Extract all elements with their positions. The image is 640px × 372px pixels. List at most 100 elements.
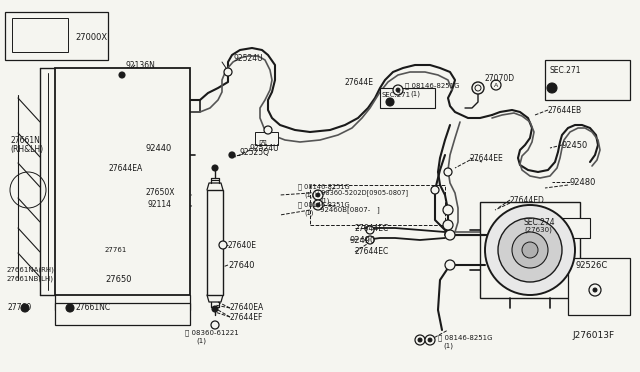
Circle shape [443,205,453,215]
Text: (1): (1) [196,338,206,344]
Text: Ⓑ 08146-8251G: Ⓑ 08146-8251G [298,202,349,208]
Text: 27650X: 27650X [145,187,175,196]
Text: J276013F: J276013F [572,331,614,340]
Text: 27644EE: 27644EE [470,154,504,163]
Text: 92136N: 92136N [125,61,155,70]
Bar [568,258,630,315]
Text: 27640EA: 27640EA [230,304,264,312]
Text: 92460B[0807-   ]: 92460B[0807- ] [320,206,380,214]
Text: Ⓢ 08360-61221: Ⓢ 08360-61221 [185,330,239,336]
Text: 27644EB: 27644EB [548,106,582,115]
Text: 92526C: 92526C [576,260,608,269]
Circle shape [119,72,125,78]
Circle shape [431,186,439,194]
Circle shape [396,88,400,92]
Text: □: □ [258,138,266,147]
Circle shape [219,241,227,249]
Text: 27661NA(RH): 27661NA(RH) [7,267,55,273]
Circle shape [316,203,320,207]
Text: 27644EA: 27644EA [108,164,142,173]
Text: 27661N: 27661N [10,135,40,144]
Text: Ⓑ 08146-8251G: Ⓑ 08146-8251G [298,184,349,190]
Circle shape [366,236,374,244]
Circle shape [428,338,432,342]
Circle shape [313,200,323,210]
Text: 92490: 92490 [350,235,376,244]
Circle shape [475,85,481,91]
Text: 92440: 92440 [145,144,172,153]
Text: Ⓢ 08360-5202D[0905-0807]: Ⓢ 08360-5202D[0905-0807] [315,190,408,196]
Text: (RH&LH): (RH&LH) [10,144,43,154]
Circle shape [593,288,597,292]
Text: 27644EF: 27644EF [230,312,264,321]
Circle shape [212,165,218,171]
Text: 27661NB(LH): 27661NB(LH) [7,276,54,282]
Text: 27070D: 27070D [485,74,515,83]
Text: Ⓑ 08146-8251G: Ⓑ 08146-8251G [405,83,460,89]
Text: (1): (1) [410,91,420,97]
Bar [5,12,108,60]
Text: 27650: 27650 [105,276,131,285]
Text: 27000X: 27000X [75,32,107,42]
Circle shape [491,80,501,90]
Text: 27644EC: 27644EC [355,247,389,257]
Text: SEC.271: SEC.271 [382,92,411,98]
Circle shape [415,335,425,345]
Bar [255,132,278,145]
Circle shape [313,190,323,200]
Bar [380,88,435,108]
Circle shape [512,232,548,268]
Text: SEC.271: SEC.271 [550,65,582,74]
Text: 92450: 92450 [562,141,588,150]
Text: 27644EC: 27644EC [355,224,389,232]
Text: 92114: 92114 [148,199,172,208]
Text: 27640E: 27640E [228,241,257,250]
Text: (1): (1) [304,210,314,216]
Circle shape [212,306,218,312]
Circle shape [445,230,455,240]
Circle shape [498,218,562,282]
Circle shape [444,168,452,176]
Bar [480,202,580,298]
Circle shape [366,226,374,234]
Text: (1): (1) [443,343,453,349]
Text: 27761: 27761 [105,247,127,253]
Circle shape [393,85,403,95]
Circle shape [485,205,575,295]
Bar [207,190,223,295]
Text: 92525Q: 92525Q [240,148,270,157]
Circle shape [66,304,74,312]
Bar [55,303,190,325]
Text: 92524U: 92524U [233,54,262,62]
Bar [310,185,445,225]
Text: (1): (1) [320,198,330,204]
Text: 92480: 92480 [570,177,596,186]
Circle shape [425,335,435,345]
Bar [12,18,68,52]
Circle shape [386,98,394,106]
Text: 27760: 27760 [7,304,31,312]
Circle shape [229,152,235,158]
Circle shape [418,338,422,342]
Text: 27640: 27640 [228,260,255,269]
Circle shape [445,260,455,270]
Bar [520,218,590,238]
Text: 27644ED: 27644ED [510,196,545,205]
Text: Ⓑ 08146-8251G: Ⓑ 08146-8251G [438,335,493,341]
Text: A: A [261,140,265,144]
Text: A: A [494,83,498,87]
Circle shape [589,284,601,296]
Circle shape [522,242,538,258]
Text: (1): (1) [304,192,314,198]
Text: (27630): (27630) [524,227,552,233]
Circle shape [211,321,219,329]
Circle shape [472,82,484,94]
Text: 27661NC: 27661NC [75,304,110,312]
Circle shape [316,193,320,197]
Circle shape [547,83,557,93]
Bar [545,60,630,100]
Text: 92524U: 92524U [250,144,280,153]
Text: 27644E: 27644E [345,77,374,87]
Text: SEC.274: SEC.274 [524,218,556,227]
Circle shape [264,126,272,134]
